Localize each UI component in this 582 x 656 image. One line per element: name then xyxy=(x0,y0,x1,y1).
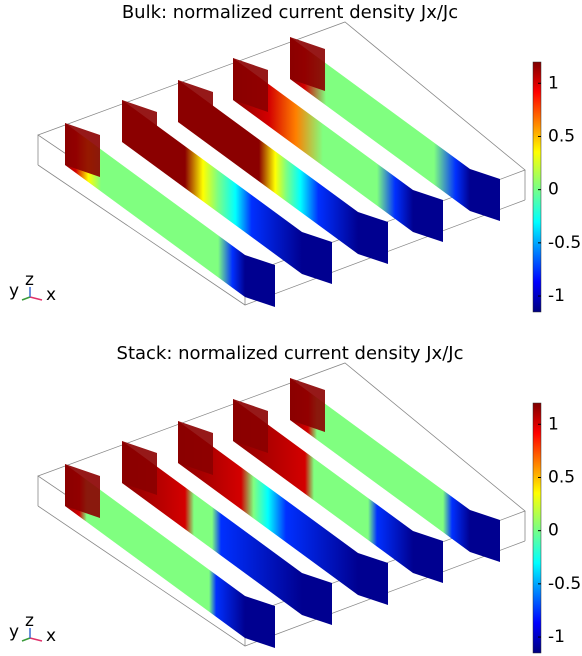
slice-back xyxy=(233,58,268,112)
slice-plate xyxy=(122,100,302,274)
colorbar xyxy=(532,402,542,654)
bounding-box xyxy=(37,21,526,306)
colorbar-tick-label: 0 xyxy=(548,521,559,541)
bounding-box xyxy=(37,362,526,647)
triad-x xyxy=(29,637,43,642)
slice-end xyxy=(302,232,332,284)
slice-end xyxy=(245,596,275,648)
triad-y xyxy=(21,296,31,301)
slice-end xyxy=(245,255,275,307)
slice-end xyxy=(358,553,388,605)
axis-label-x: x xyxy=(46,285,56,305)
slice-back xyxy=(122,100,157,154)
triad-x xyxy=(29,296,43,301)
triad-y xyxy=(21,637,31,642)
slice-back xyxy=(65,123,100,177)
axis-label-x: x xyxy=(46,626,56,646)
colorbar-tick-label: 0.5 xyxy=(548,467,575,487)
slice-back xyxy=(178,421,213,475)
slice-back xyxy=(122,441,157,495)
axis-label-y: y xyxy=(9,281,19,301)
slice-plate xyxy=(65,123,245,297)
slice-back xyxy=(65,464,100,518)
plot-title: Bulk: normalized current density Jx/Jc xyxy=(122,2,458,23)
slice-end xyxy=(358,212,388,264)
slice-back xyxy=(290,37,325,91)
slice-plate xyxy=(178,80,358,254)
axis-label-z: z xyxy=(25,270,34,290)
axis-label-y: y xyxy=(9,622,19,642)
slice-plate xyxy=(290,378,470,552)
colorbar-tick-label: -1 xyxy=(548,627,565,647)
slice-plate xyxy=(122,441,302,615)
colorbar-tick-label: -0.5 xyxy=(548,233,581,253)
colorbar-tick-label: 1 xyxy=(548,73,559,93)
subplot: Stack: normalized current density Jx/Jc -… xyxy=(9,343,581,654)
slice-back xyxy=(178,80,213,134)
slice-plate xyxy=(233,399,413,573)
slice-end xyxy=(413,190,443,242)
slice-back xyxy=(290,378,325,432)
colorbar-tick-label: 0.5 xyxy=(548,126,575,146)
colorbar-tick-label: -0.5 xyxy=(548,574,581,594)
slice-end xyxy=(413,531,443,583)
colorbar-tick-label: -1 xyxy=(548,286,565,306)
colorbar-tick-label: 0 xyxy=(548,180,559,200)
slice-plate xyxy=(65,464,245,638)
slice-back xyxy=(233,399,268,453)
axis-label-z: z xyxy=(25,611,34,631)
subplot: Bulk: normalized current density Jx/Jc -1… xyxy=(9,2,581,313)
slice-end xyxy=(470,510,500,562)
colorbar xyxy=(532,61,542,313)
slice-end xyxy=(470,169,500,221)
plot-title: Stack: normalized current density Jx/Jc xyxy=(117,343,464,364)
colorbar-tick-label: 1 xyxy=(548,414,559,434)
slice-end xyxy=(302,573,332,625)
slice-plate xyxy=(290,37,470,211)
slice-plate xyxy=(178,421,358,595)
slice-plate xyxy=(233,58,413,232)
